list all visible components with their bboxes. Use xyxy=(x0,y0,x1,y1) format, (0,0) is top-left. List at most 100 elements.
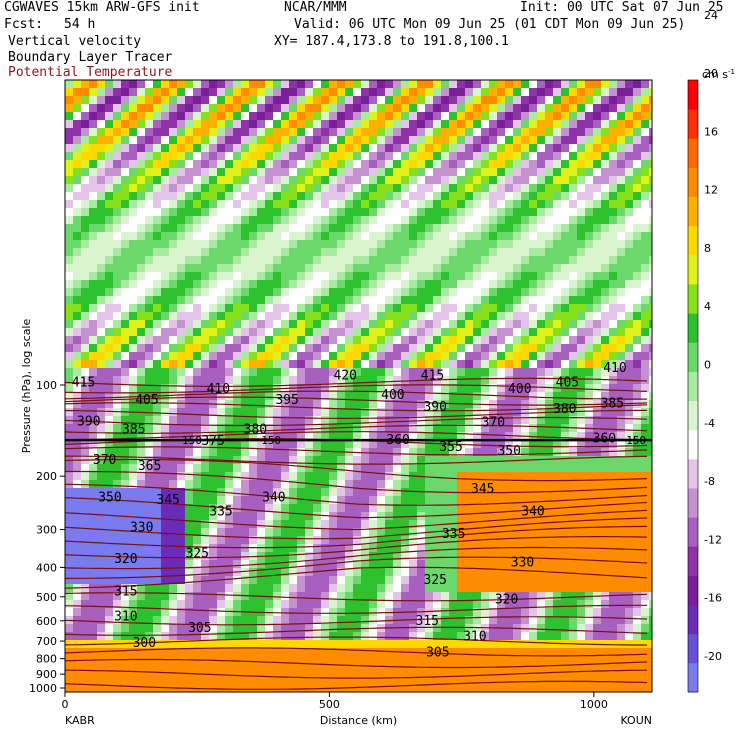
field-cell xyxy=(649,128,652,136)
field-cell xyxy=(353,96,361,104)
field-cell xyxy=(249,272,257,280)
field-cell xyxy=(505,112,513,120)
field-cell xyxy=(649,264,652,272)
field-cell xyxy=(249,560,257,568)
field-cell xyxy=(465,256,473,264)
field-cell xyxy=(489,568,497,576)
field-cell xyxy=(105,256,113,264)
field-cell xyxy=(105,80,113,88)
field-cell xyxy=(257,584,265,592)
field-cell xyxy=(129,112,137,120)
field-cell xyxy=(577,112,585,120)
field-cell xyxy=(513,472,521,480)
field-cell xyxy=(153,528,161,536)
field-cell xyxy=(361,272,369,280)
field-cell xyxy=(553,600,561,608)
field-cell xyxy=(209,296,217,304)
field-cell xyxy=(161,240,169,248)
field-cell xyxy=(593,320,601,328)
field-cell xyxy=(265,320,273,328)
field-cell xyxy=(89,152,97,160)
field-cell xyxy=(217,272,225,280)
field-cell xyxy=(265,200,273,208)
field-cell xyxy=(425,448,433,456)
field-cell xyxy=(369,104,377,112)
field-cell xyxy=(169,472,177,480)
field-cell xyxy=(225,256,233,264)
field-cell xyxy=(289,464,297,472)
field-cell xyxy=(441,192,449,200)
field-cell xyxy=(121,296,129,304)
field-cell xyxy=(193,368,201,376)
field-cell xyxy=(225,160,233,168)
field-cell xyxy=(585,104,593,112)
field-cell xyxy=(337,528,345,536)
field-cell xyxy=(249,240,257,248)
field-cell xyxy=(513,184,521,192)
field-cell xyxy=(449,336,457,344)
field-cell xyxy=(481,464,489,472)
field-cell xyxy=(369,448,377,456)
field-cell xyxy=(393,232,401,240)
field-cell xyxy=(561,440,569,448)
field-cell xyxy=(601,488,609,496)
field-cell xyxy=(513,376,521,384)
field-cell xyxy=(105,448,113,456)
field-cell xyxy=(505,88,513,96)
field-cell xyxy=(641,424,649,432)
field-cell xyxy=(265,344,273,352)
field-cell xyxy=(617,456,625,464)
field-cell xyxy=(353,128,361,136)
field-cell xyxy=(601,136,609,144)
field-cell xyxy=(337,312,345,320)
field-cell xyxy=(217,384,225,392)
field-cell xyxy=(465,528,473,536)
field-cell xyxy=(289,352,297,360)
field-cell xyxy=(97,504,105,512)
field-cell xyxy=(257,96,265,104)
field-cell xyxy=(377,424,385,432)
field-cell xyxy=(497,272,505,280)
field-cell xyxy=(417,440,425,448)
field-cell xyxy=(609,568,617,576)
field-cell xyxy=(321,592,329,600)
field-cell xyxy=(145,336,153,344)
field-cell xyxy=(449,136,457,144)
field-cell xyxy=(265,472,273,480)
field-cell xyxy=(609,328,617,336)
field-cell xyxy=(609,288,617,296)
field-cell xyxy=(601,328,609,336)
field-cell xyxy=(353,192,361,200)
field-cell xyxy=(169,80,177,88)
field-cell xyxy=(593,528,601,536)
field-cell xyxy=(497,600,505,608)
field-cell xyxy=(585,568,593,576)
field-cell xyxy=(393,520,401,528)
field-cell xyxy=(289,584,297,592)
field-cell xyxy=(577,184,585,192)
field-cell xyxy=(385,328,393,336)
field-cell xyxy=(577,584,585,592)
field-cell xyxy=(585,128,593,136)
field-cell xyxy=(481,552,489,560)
field-cell xyxy=(257,520,265,528)
field-cell xyxy=(641,360,649,368)
field-cell xyxy=(297,552,305,560)
field-cell xyxy=(193,120,201,128)
field-cell xyxy=(81,600,89,608)
field-cell xyxy=(337,608,345,616)
field-cell xyxy=(193,552,201,560)
field-cell xyxy=(465,184,473,192)
field-cell xyxy=(353,512,361,520)
field-cell xyxy=(169,576,177,584)
field-cell xyxy=(113,144,121,152)
field-cell xyxy=(433,256,441,264)
field-cell xyxy=(297,432,305,440)
field-cell xyxy=(121,112,129,120)
field-cell xyxy=(201,512,209,520)
field-cell xyxy=(225,440,233,448)
field-cell xyxy=(289,392,297,400)
field-cell xyxy=(393,96,401,104)
field-cell xyxy=(113,376,121,384)
field-cell xyxy=(113,88,121,96)
